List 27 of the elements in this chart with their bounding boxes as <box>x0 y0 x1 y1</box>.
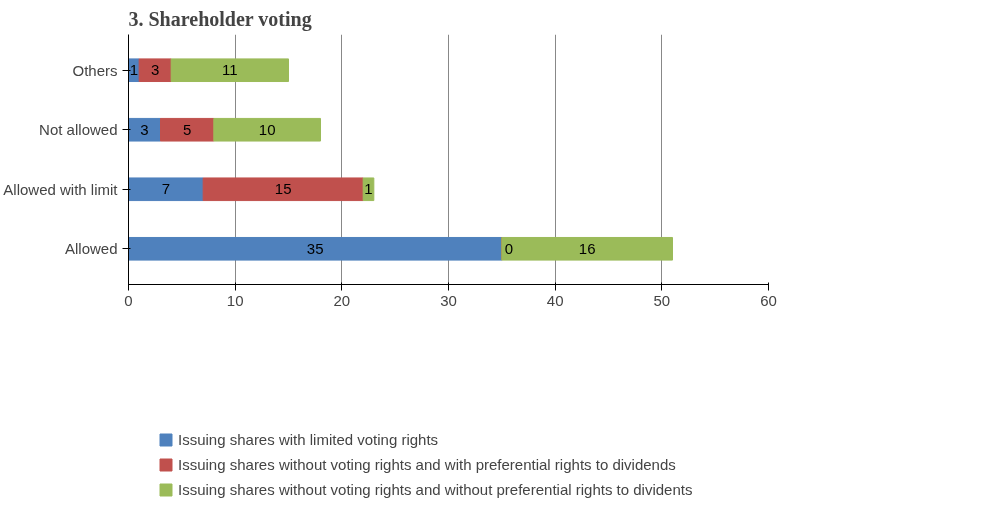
data-label: 0 <box>504 239 514 257</box>
x-tick-label: 10 <box>226 291 244 309</box>
x-tick-label: 60 <box>760 291 777 309</box>
data-label: 3 <box>140 120 149 138</box>
data-label: 3 <box>151 61 160 79</box>
data-label: 15 <box>274 180 292 198</box>
y-tick-label: Allowed with limit <box>3 180 119 198</box>
legend-label: Issuing shares without voting rights and without preferential rights to dividents <box>178 480 693 498</box>
data-label: 10 <box>258 120 276 138</box>
x-tick-label: 50 <box>653 291 671 309</box>
data-label: 16 <box>578 239 596 257</box>
x-tick-label: 30 <box>440 291 457 309</box>
chart-title: 3. Shareholder voting <box>128 7 312 31</box>
legend-label: Issuing shares without voting rights and with preferential rights to dividends <box>178 455 676 473</box>
data-label: 35 <box>306 239 324 257</box>
x-tick-label: 20 <box>333 291 351 309</box>
y-tick-label: Not allowed <box>39 121 118 139</box>
x-tick-label: 40 <box>546 291 564 309</box>
legend-label: Issuing shares with limited voting rights <box>178 430 439 448</box>
x-tick-label: 0 <box>124 291 133 309</box>
data-label: 5 <box>183 120 192 138</box>
data-label: 1 <box>364 180 373 198</box>
data-label: 11 <box>222 61 238 79</box>
data-label: 1 <box>129 61 139 79</box>
data-label: 7 <box>161 180 171 198</box>
y-tick-label: Others <box>72 61 118 79</box>
y-tick-label: Allowed <box>64 240 118 258</box>
